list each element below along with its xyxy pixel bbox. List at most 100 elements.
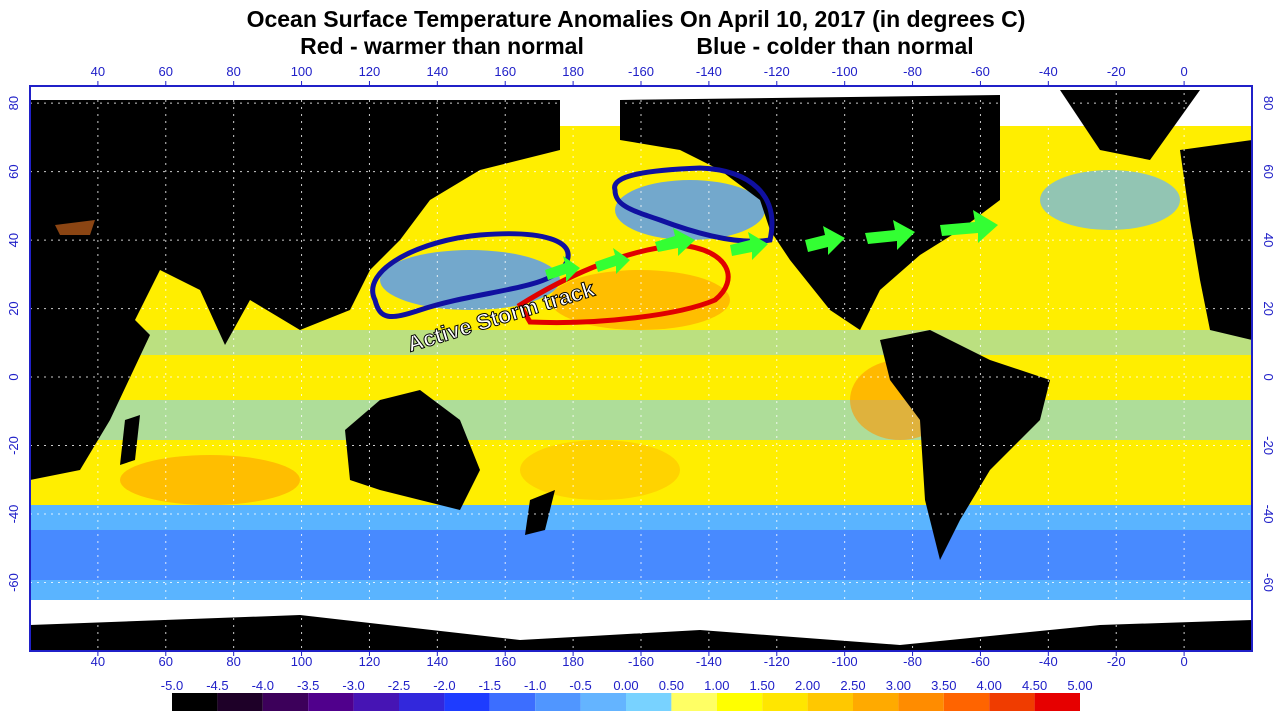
colorbar-label: 2.00 (795, 678, 820, 693)
color-box (353, 693, 399, 711)
land-high (55, 220, 95, 235)
y-tick-label: 40 (6, 233, 21, 247)
color-box (172, 693, 218, 711)
arrow (805, 226, 845, 255)
x-tick-label: 80 (226, 654, 240, 669)
color-box (444, 693, 490, 711)
y-tick-label: -40 (6, 505, 21, 524)
land (620, 95, 1000, 330)
colorbar-label: -3.0 (342, 678, 364, 693)
cold-outline (612, 165, 775, 244)
arrows (545, 210, 998, 282)
land (1180, 140, 1252, 340)
x-tick-label: -80 (903, 654, 922, 669)
y-tick-label: -40 (1261, 505, 1276, 524)
x-tick-label: -100 (832, 64, 858, 79)
x-tick-label: -40 (1039, 654, 1058, 669)
color-box (989, 693, 1035, 711)
color-box (489, 693, 536, 711)
x-tick-label: -100 (832, 654, 858, 669)
x-tick-label: -160 (628, 64, 654, 79)
colorbar-label: -0.5 (569, 678, 591, 693)
y-tick-label: -20 (6, 436, 21, 455)
colorbar-label: -5.0 (161, 678, 183, 693)
y-tick-label: 80 (6, 96, 21, 110)
y-tick-label: 0 (1261, 373, 1276, 380)
colorbar-label: -3.5 (297, 678, 319, 693)
x-tick-label: 60 (159, 654, 173, 669)
cold-outline (370, 231, 571, 320)
x-tick-label: 180 (562, 64, 584, 79)
colorbar-label: -4.0 (252, 678, 274, 693)
cold-patch (1040, 170, 1180, 230)
y-tick-label: -20 (1261, 436, 1276, 455)
y-tick-label: 40 (1261, 233, 1276, 247)
x-tick-label: 160 (494, 64, 516, 79)
arrow (940, 210, 998, 243)
cold-patch (380, 250, 560, 310)
colorbar-label: -4.5 (206, 678, 228, 693)
color-box (853, 693, 899, 711)
warm-outline (516, 242, 731, 326)
arrow (655, 228, 695, 256)
color-box (898, 693, 944, 711)
x-tick-label: 40 (91, 64, 105, 79)
y-tick-label: 60 (6, 164, 21, 178)
x-tick-label: -20 (1107, 64, 1126, 79)
land (30, 100, 560, 480)
arrow (865, 220, 915, 250)
color-box (671, 693, 717, 711)
y-tick-label: 60 (1261, 164, 1276, 178)
x-tick-label: -80 (903, 64, 922, 79)
land (880, 330, 1050, 560)
colorbar-label: -1.5 (479, 678, 501, 693)
warm-patch (520, 440, 680, 500)
land (30, 615, 1252, 651)
x-tick-label: 40 (91, 654, 105, 669)
land (345, 390, 480, 510)
x-tick-label: -140 (696, 654, 722, 669)
map-frame (29, 85, 1253, 652)
color-box (399, 693, 445, 711)
x-tick-label: -160 (628, 654, 654, 669)
colorbar-label: -2.0 (433, 678, 455, 693)
y-tick-label: 80 (1261, 96, 1276, 110)
color-box (716, 693, 763, 711)
x-tick-label: -120 (764, 654, 790, 669)
color-box (626, 693, 672, 711)
arrow (730, 232, 768, 260)
colorbar-label: 0.50 (659, 678, 684, 693)
colorbar-label: -2.5 (388, 678, 410, 693)
y-tick-label: 0 (6, 373, 21, 380)
colorbar-label: 5.00 (1067, 678, 1092, 693)
x-tick-label: -140 (696, 64, 722, 79)
map-area (30, 86, 1252, 651)
color-box (535, 693, 581, 711)
cool-band (30, 330, 1252, 355)
x-tick-label: 180 (562, 654, 584, 669)
color-box (1034, 693, 1080, 711)
warm-patch (550, 270, 730, 330)
x-tick-label: -120 (764, 64, 790, 79)
x-tick-label: 120 (359, 64, 381, 79)
y-tick-label: 20 (1261, 301, 1276, 315)
colorbar-label: 3.00 (886, 678, 911, 693)
x-tick-label: 60 (159, 64, 173, 79)
arrow (545, 256, 580, 282)
x-tick-label: -60 (971, 654, 990, 669)
cold-patch (615, 180, 765, 240)
x-tick-label: 160 (494, 654, 516, 669)
colorbar-label: 2.50 (840, 678, 865, 693)
x-tick-label: 140 (426, 64, 448, 79)
x-tick-label: 120 (359, 654, 381, 669)
title: Ocean Surface Temperature Anomalies On A… (247, 6, 1026, 32)
x-tick-label: 100 (291, 64, 313, 79)
colorbar-label: 3.50 (931, 678, 956, 693)
y-tick-label: 20 (6, 301, 21, 315)
x-tick-label: 0 (1180, 654, 1187, 669)
land (525, 490, 555, 535)
subtitle-cold: Blue - colder than normal (696, 33, 973, 59)
x-tick-label: -60 (971, 64, 990, 79)
warm-patch (120, 455, 300, 505)
